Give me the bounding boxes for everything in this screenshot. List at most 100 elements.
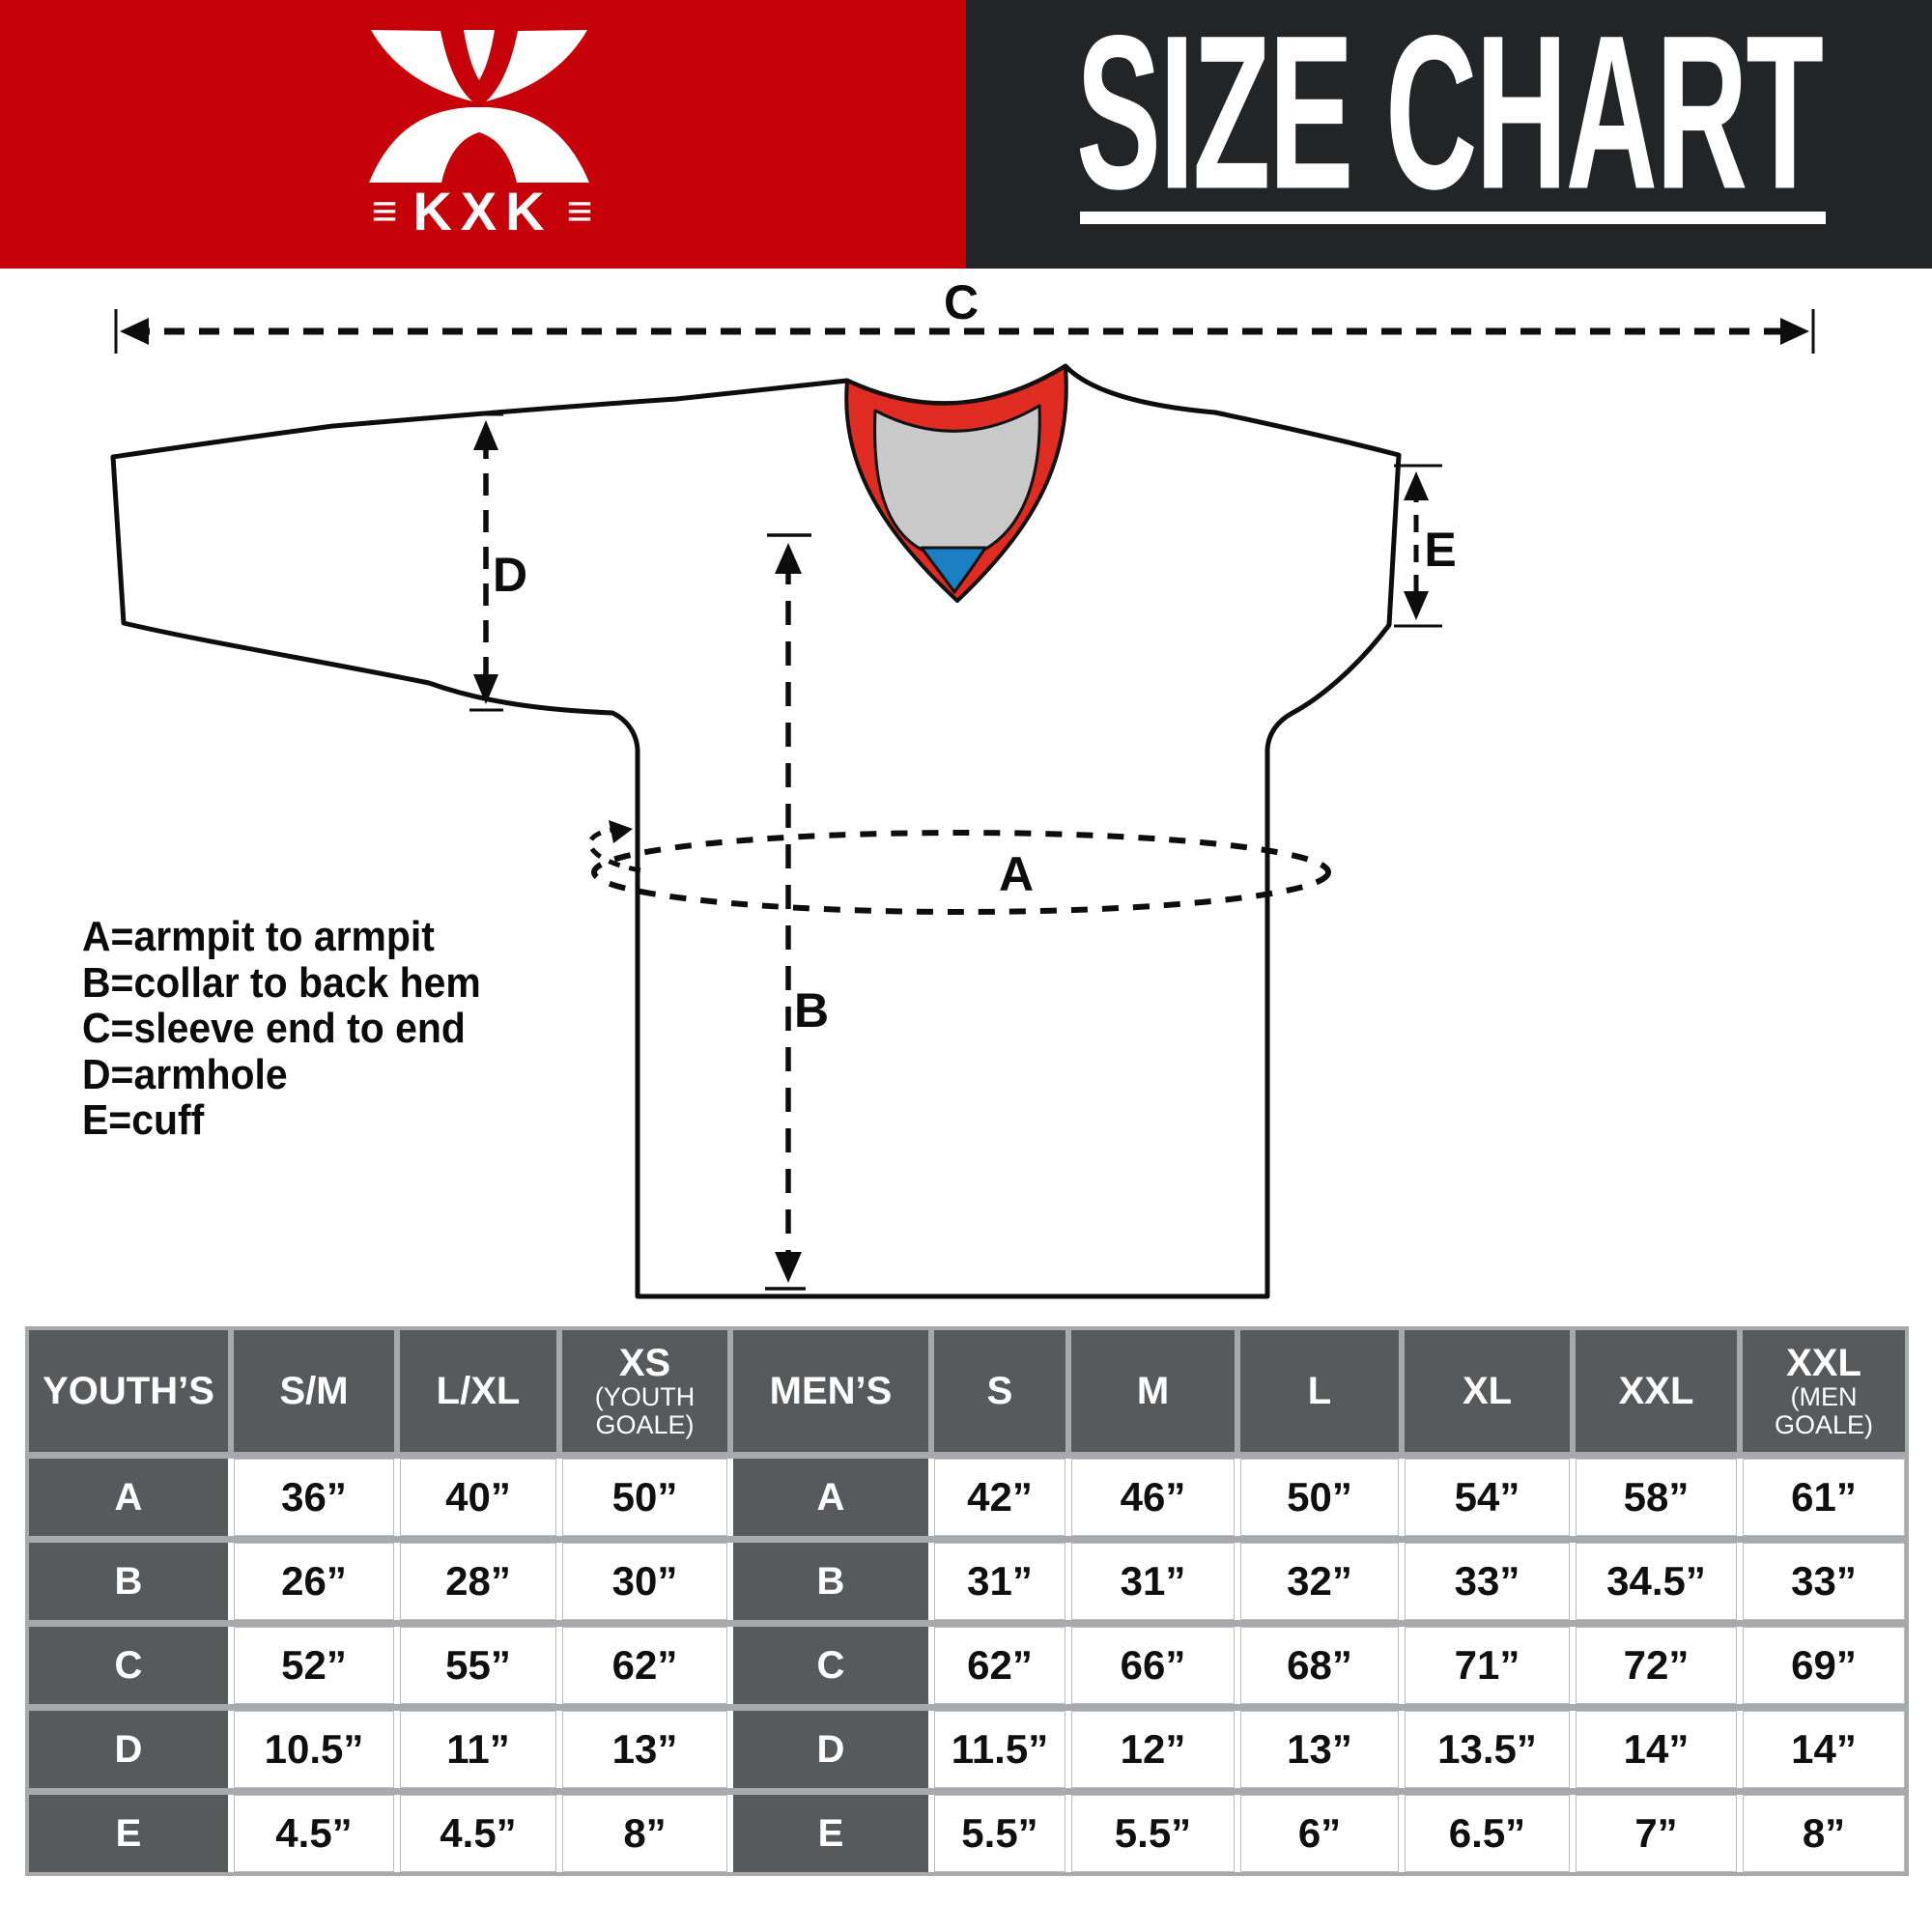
mens-A-value-4-text: 58” [1623, 1474, 1690, 1520]
youth-col-header-2: XS (YOUTH GOALE) [562, 1330, 727, 1452]
measure-c-arrow [114, 309, 1815, 354]
page-title: SIZE CHART [1076, 0, 1824, 235]
youth-col-header-2-text: XS [618, 1342, 671, 1384]
youth-E-value-2: 8” [562, 1795, 727, 1872]
jersey-outline [110, 363, 1402, 1299]
mens-D-value-3-text: 13.5” [1437, 1726, 1537, 1772]
youth-row-label-D: D [29, 1711, 228, 1788]
mens-E-value-4: 7” [1576, 1795, 1737, 1872]
legend-line-c: C=sleeve end to end [82, 1005, 466, 1052]
mens-col-header-2-text: L [1307, 1370, 1332, 1412]
youth-col-header-0: S/M [234, 1330, 394, 1452]
mens-row-label-A: A [733, 1459, 928, 1536]
brand-bars-right-icon: ≡ [567, 185, 593, 236]
mens-col-header-1: M [1071, 1330, 1235, 1452]
youth-C-value-0-text: 52” [281, 1642, 347, 1688]
header-brand-panel: ≡ KXK ≡ [0, 0, 966, 269]
mens-row-label-B-text: B [816, 1560, 845, 1603]
mens-col-header-4: XXL [1576, 1330, 1737, 1452]
mens-col-header-4-text: XXL [1618, 1370, 1694, 1412]
mens-E-value-5: 8” [1743, 1795, 1905, 1872]
mens-A-value-2-text: 50” [1287, 1474, 1352, 1520]
mens-D-value-5: 14” [1743, 1711, 1905, 1788]
youth-E-value-2-text: 8” [623, 1810, 667, 1856]
mens-D-value-1-text: 12” [1120, 1726, 1186, 1772]
mens-B-value-5-text: 33” [1791, 1558, 1857, 1604]
youth-B-value-1: 28” [400, 1543, 556, 1620]
mens-col-header-0: S [934, 1330, 1065, 1452]
mens-col-header-5-subtext: (MEN GOALE) [1774, 1382, 1874, 1439]
youth-row-label-A-text: A [114, 1476, 143, 1519]
measure-b-arrow [765, 533, 811, 1291]
youth-A-value-2-text: 50” [611, 1474, 678, 1520]
mens-col-header-2: L [1240, 1330, 1399, 1452]
title-wrap: SIZE CHART [966, 0, 1932, 235]
collar-insert [920, 546, 987, 594]
youth-D-value-0-text: 10.5” [264, 1726, 364, 1772]
mens-C-value-3: 71” [1405, 1627, 1570, 1704]
measure-a-ellipse [587, 820, 1331, 915]
mens-A-value-1-text: 46” [1120, 1474, 1186, 1520]
mens-col-header-0-text: S [986, 1370, 1013, 1412]
header: ≡ KXK ≡ SIZE CHART [0, 0, 1932, 269]
mens-C-value-1-text: 66” [1120, 1642, 1186, 1688]
mens-col-header-5-text: XXL [1786, 1342, 1861, 1384]
marker-b-label: B [794, 983, 829, 1037]
mens-A-value-2: 50” [1240, 1459, 1399, 1536]
marker-d-label: D [493, 548, 527, 602]
mens-E-value-4-text: 7” [1634, 1810, 1678, 1856]
youth-C-value-0: 52” [234, 1627, 394, 1704]
title-underline [1080, 212, 1826, 224]
mens-row-label-C-text: C [816, 1644, 845, 1687]
measure-e-arrow [1394, 464, 1442, 628]
mens-col-header-3: XL [1405, 1330, 1570, 1452]
youth-A-value-1: 40” [400, 1459, 556, 1536]
mens-B-value-2-text: 32” [1287, 1558, 1352, 1604]
youth-E-value-0-text: 4.5” [275, 1810, 353, 1856]
brand-bars-left-icon: ≡ [372, 185, 398, 236]
mens-B-value-5: 33” [1743, 1543, 1905, 1620]
table-row-A: A 36” 40” 50” A 42” 46” 50” 54” 58” 61” [29, 1459, 1905, 1536]
mens-C-value-2-text: 68” [1287, 1642, 1352, 1688]
youth-row-label-D-text: D [114, 1728, 143, 1771]
table-row-B: B 26” 28” 30” B 31” 31” 32” 33” 34.5” 33” [29, 1543, 1905, 1620]
mens-A-value-0-text: 42” [967, 1474, 1033, 1520]
mens-D-value-4-text: 14” [1623, 1726, 1690, 1772]
mens-row-label-D: D [733, 1711, 928, 1788]
mens-A-value-0: 42” [934, 1459, 1065, 1536]
mens-C-value-0: 62” [934, 1627, 1065, 1704]
youth-C-value-1: 55” [400, 1627, 556, 1704]
mens-D-value-5-text: 14” [1791, 1726, 1857, 1772]
mens-E-value-2: 6” [1240, 1795, 1399, 1872]
mens-D-value-0: 11.5” [934, 1711, 1065, 1788]
youth-A-value-0: 36” [234, 1459, 394, 1536]
legend-line-d: D=armhole [82, 1050, 288, 1098]
mens-D-value-4: 14” [1576, 1711, 1737, 1788]
youth-B-value-0-text: 26” [281, 1558, 347, 1604]
mens-col-header-3-text: XL [1462, 1370, 1513, 1412]
youth-col-header-0-text: S/M [279, 1370, 349, 1412]
mens-E-value-3: 6.5” [1405, 1795, 1570, 1872]
mens-A-value-5: 61” [1743, 1459, 1905, 1536]
size-table: YOUTH’S S/M L/XL XS (YOUTH GOALE) MEN’S S M L XL X… [25, 1326, 1909, 1876]
youth-A-value-0-text: 36” [281, 1474, 347, 1520]
mens-row-label-D-text: D [816, 1728, 845, 1771]
mens-B-value-3-text: 33” [1454, 1558, 1520, 1604]
mens-E-value-5-text: 8” [1802, 1810, 1846, 1856]
mens-E-value-3-text: 6.5” [1448, 1810, 1526, 1856]
mens-E-value-0-text: 5.5” [961, 1810, 1038, 1856]
youth-col-header-1: L/XL [400, 1330, 556, 1452]
mens-col-header-1-text: M [1136, 1370, 1170, 1412]
mens-A-value-3: 54” [1405, 1459, 1570, 1536]
mens-C-value-5: 69” [1743, 1627, 1905, 1704]
mens-E-value-1: 5.5” [1071, 1795, 1235, 1872]
youth-C-value-1-text: 55” [445, 1642, 511, 1688]
mens-group-header: MEN’S [733, 1330, 928, 1452]
table-row-D: D 10.5” 11” 13” D 11.5” 12” 13” 13.5” 14” 14” [29, 1711, 1905, 1788]
kxk-logo-icon: ≡ KXK ≡ [369, 30, 593, 242]
youth-row-label-E-text: E [115, 1812, 142, 1855]
mens-E-value-1-text: 5.5” [1114, 1810, 1192, 1856]
youth-C-value-2-text: 62” [611, 1642, 678, 1688]
mens-row-label-A-text: A [816, 1476, 845, 1519]
youth-row-label-A: A [29, 1459, 228, 1536]
